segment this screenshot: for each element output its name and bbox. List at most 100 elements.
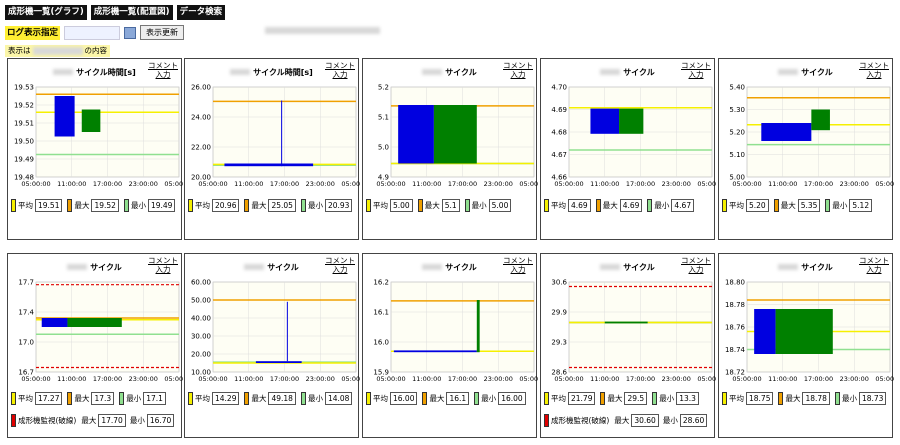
comment-label: コメント (859, 61, 889, 70)
legend-label-max: 最大 (74, 201, 90, 210)
comment-label: コメント (503, 61, 533, 70)
comment-label: コメント (503, 256, 533, 265)
x-tick-label: 05:00:00 (21, 180, 50, 188)
machine-name-blurred (778, 264, 799, 270)
panel-title: サイクル (185, 262, 358, 273)
comment-input-link[interactable]: コメント 入力 (859, 61, 889, 79)
legend-swatch-max (422, 392, 428, 405)
legend-value-mon-min: 16.70 (146, 414, 175, 427)
x-tick-label: 17:00:00 (804, 180, 833, 188)
legend-row: 平均 19.51 最大 19.52 最小 19.49 (11, 199, 178, 212)
x-tick-label: 05:00:00 (732, 375, 761, 383)
cycle-chart: 5.25.15.04.905:00:00 11:00:00 17:00:00 23:0… (376, 84, 538, 189)
legend-value-min: 20.93 (324, 199, 353, 212)
legend-label-avg: 平均 (551, 201, 566, 210)
comment-label-2: 入力 (866, 265, 882, 274)
comment-input-link[interactable]: コメント 入力 (503, 256, 533, 274)
nav-button-data-search[interactable]: データ検索 (176, 5, 226, 20)
legend-label-max: 最大 (74, 394, 90, 403)
comment-input-link[interactable]: コメント 入力 (503, 61, 533, 79)
comment-label: コメント (325, 61, 355, 70)
legend-swatch-min (464, 199, 470, 212)
legend-label-min: 最小 (841, 394, 857, 403)
y-tick-label: 16.2 (373, 279, 389, 287)
panel-title-text: サイクル (445, 263, 477, 272)
machine-panel: サイクル コメント 入力 30.6 29.9 29.3 28.6 05:00:00 11:00:… (540, 253, 716, 438)
legend-value-max: 4.69 (619, 199, 643, 212)
comment-label-2: 入力 (155, 265, 171, 274)
y-tick-label: 29.9 (551, 309, 567, 317)
panel-title-text: サイクル時間[s] (76, 68, 136, 77)
panel-title-text: サイクル (801, 68, 833, 77)
legend-label-max: 最大 (780, 201, 796, 210)
nav-button-layout-list[interactable]: 成形機一覧(配置図) (90, 5, 173, 20)
log-date-input[interactable] (64, 25, 121, 40)
legend-swatch-min (119, 392, 125, 405)
legend-swatch-max (417, 199, 423, 212)
legend-swatch-avg (188, 199, 193, 212)
data-series-block (224, 163, 314, 167)
x-tick-label: 17:00:00 (626, 180, 655, 188)
nav-button-graph-list[interactable]: 成形機一覧(グラフ) (5, 5, 87, 20)
panel-title-text: サイクル (623, 68, 655, 77)
y-tick-label: 18.74 (725, 346, 746, 354)
legend-row: 平均 5.00 最大 5.1 最小 5.00 (366, 199, 514, 212)
data-series-block (41, 318, 68, 327)
y-tick-label: 4.70 (551, 84, 567, 92)
machine-name-blurred (778, 69, 799, 75)
y-tick-label: 5.40 (729, 84, 745, 92)
legend-row: 平均 16.00 最大 16.1 最小 16.00 (366, 392, 529, 405)
x-tick-label: 05:00:00 (519, 375, 538, 383)
x-tick-label: 11:00:00 (768, 180, 797, 188)
legend-value-max: 18.78 (802, 392, 830, 405)
panel-title: サイクル時間[s] (8, 67, 181, 78)
panel-title-text: サイクル (445, 68, 477, 77)
comment-input-link[interactable]: コメント 入力 (148, 61, 178, 79)
machine-panel: サイクル コメント 入力 60.00 50.00 40.00 30.00 20.00 10.00… (184, 253, 360, 438)
monitor-legend-row: 成形機監視(破線) 最大 17.70 最小 16.70 (11, 414, 175, 427)
legend-value-min: 17.1 (143, 392, 166, 405)
legend-value-max: 5.1 (441, 199, 460, 212)
y-tick-label: 17.0 (18, 339, 34, 347)
comment-label: コメント (681, 61, 711, 70)
legend-swatch-avg (11, 199, 16, 212)
data-series-block (255, 361, 302, 363)
legend-swatch-min (647, 199, 653, 212)
legend-value-min: 5.00 (488, 199, 512, 212)
y-tick-label: 19.50 (14, 138, 34, 146)
legend-label-min: 最小 (659, 394, 675, 403)
x-tick-label: 05:00:00 (697, 375, 716, 383)
comment-input-link[interactable]: コメント 入力 (148, 256, 178, 274)
comment-input-link[interactable]: コメント 入力 (325, 256, 355, 274)
legend-label-avg: 平均 (18, 394, 33, 403)
data-series-block (393, 350, 477, 353)
calendar-icon[interactable] (124, 26, 137, 39)
machine-name-blurred (230, 69, 251, 75)
y-tick-label: 4.66 (551, 174, 567, 182)
comment-input-link[interactable]: コメント 入力 (859, 256, 889, 274)
x-tick-label: 11:00:00 (57, 375, 86, 383)
legend-label-mon-max: 最大 (614, 416, 630, 425)
data-series-block (811, 109, 830, 131)
legend-label-max: 最大 (429, 394, 445, 403)
y-tick-label: 60.00 (191, 279, 211, 287)
legend-value-min: 4.67 (671, 199, 695, 212)
comment-input-link[interactable]: コメント 入力 (681, 61, 711, 79)
display-suffix: の内容 (84, 46, 108, 55)
y-tick-label: 18.76 (725, 324, 746, 332)
legend-swatch-max (778, 392, 784, 405)
y-tick-label: 17.7 (18, 279, 34, 287)
y-tick-label: 4.68 (551, 129, 567, 137)
legend-label-monitor: 成形機監視(破線) (18, 416, 77, 425)
refresh-button[interactable]: 表示更新 (140, 25, 185, 40)
comment-input-link[interactable]: コメント 入力 (325, 61, 355, 79)
legend-swatch-avg (544, 199, 549, 212)
legend-swatch-min (834, 392, 840, 405)
legend-label-avg: 平均 (729, 394, 744, 403)
legend-label-max: 最大 (251, 394, 267, 403)
y-tick-label: 4.67 (551, 151, 567, 159)
comment-input-link[interactable]: コメント 入力 (681, 256, 711, 274)
x-tick-label: 11:00:00 (234, 375, 263, 383)
legend-swatch-max (67, 392, 73, 405)
machine-panel: サイクル時間[s] コメント 入力 26.00 24.00 22.00 20.00 05:00… (184, 58, 360, 240)
